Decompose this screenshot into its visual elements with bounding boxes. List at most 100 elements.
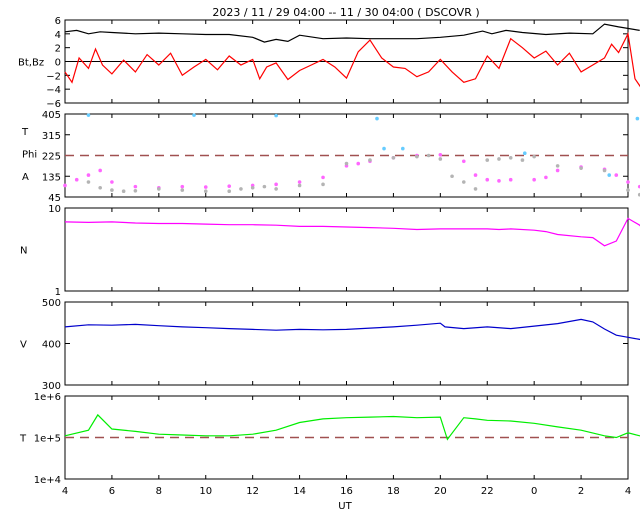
data-point-gray [274,187,278,191]
data-point-gray [426,153,431,158]
x-tick-label: 2 [578,486,584,497]
y-tick-label: 10 [48,204,61,215]
data-point-gray [321,182,325,187]
data-point-gray [157,187,161,191]
data-point-magenta [133,184,138,189]
x-tick-label: 4 [62,486,68,497]
data-point-gray [297,183,302,188]
panel-frame [64,301,629,386]
data-point-gray [438,157,443,161]
data-point-gray [368,158,372,162]
y-tick-label: −6 [46,99,61,110]
data-point-magenta [461,159,466,164]
data-point-magenta [555,168,560,173]
data-point-magenta [110,180,114,184]
chart-title: 2023 / 11 / 29 04:00 -- 11 / 30 04:00 ( … [212,6,479,19]
data-point-gray [473,187,478,191]
x-tick-label: 20 [434,486,447,497]
data-point-gray [262,184,267,189]
data-point-gray [133,188,138,193]
panel-frame [64,395,629,480]
data-point-magenta [86,173,91,177]
series-line-V [64,318,640,341]
x-tick-label: 16 [340,486,353,497]
data-point-gray [626,188,630,192]
x-tick-label: 22 [481,486,494,497]
data-point-gray [110,188,114,192]
x-tick-label: 0 [531,486,537,497]
data-point-magenta [63,183,67,188]
data-point-gray [579,166,583,170]
x-tick-label: 14 [293,486,306,497]
data-point-gray [602,168,607,173]
y-tick-label: −2 [46,71,61,82]
data-point-gray [532,154,536,159]
y-tick-label: 315 [42,131,61,142]
data-point-cyan [274,113,278,118]
data-point-magenta [473,173,478,177]
data-point-gray [250,185,255,190]
y-axis-label: Bt,Bz [18,58,44,69]
data-point-cyan [401,146,405,151]
data-point-magenta [356,161,361,166]
x-tick-label: 6 [109,486,115,497]
x-tick-label: 12 [246,486,259,497]
y-tick-label: 135 [42,172,61,183]
data-point-gray [497,157,501,161]
panel-frame [64,207,629,292]
y-tick-label: 2 [55,44,61,55]
x-tick-label: 18 [387,486,400,497]
series-line-N [64,217,640,247]
x-tick-label: 4 [625,486,631,497]
series-line-Bt [64,23,640,43]
y-tick-label: 45 [48,193,61,204]
y-tick-label: 6 [55,16,61,27]
y-tick-label: 1e+4 [34,475,61,486]
data-point-gray [461,180,466,184]
series-line-Bz [64,31,640,88]
data-point-gray [239,187,243,191]
data-point-magenta [497,179,501,183]
data-point-magenta [321,175,325,180]
data-point-magenta [544,175,548,180]
data-point-cyan [635,116,640,121]
y-tick-label: 0 [55,58,61,69]
data-point-magenta [227,184,232,188]
data-point-magenta [637,184,640,189]
data-point-gray [121,189,126,194]
y-axis-label: T [21,127,29,138]
data-point-magenta [74,177,79,182]
data-point-gray [450,174,454,179]
y-tick-label: 225 [42,152,61,163]
y-tick-label: 500 [42,298,61,309]
data-point-gray [555,164,560,168]
y-axis-label: T [19,434,27,445]
data-point-magenta [203,185,208,189]
data-point-cyan [86,113,91,117]
panel-speed: 500 400 300 V [20,298,640,392]
y-tick-label: 300 [42,381,61,392]
data-point-magenta [274,182,278,187]
data-point-gray [227,189,232,194]
data-point-magenta [508,177,513,182]
y-tick-label: 1 [55,287,61,298]
y-axis-label: A [22,172,29,183]
y-axis-label: N [20,246,27,257]
data-point-gray [485,158,490,162]
data-point-gray [391,156,396,160]
data-point-gray [86,180,91,184]
data-point-magenta [614,173,619,177]
data-point-gray [203,189,208,194]
y-axis-label: Phi [22,150,37,161]
panel-density: 10 1 N [20,204,640,298]
y-tick-label: 1e+6 [34,392,61,403]
series-line-T [64,413,640,441]
data-point-gray [344,161,349,166]
data-point-gray [415,154,419,159]
panel-temperature: 4 6 8 10 12 14 16 18 20 22 0 2 4 1e+6 1e+5 1e+4 T [19,392,640,497]
data-point-cyan [522,151,527,155]
panel-angles: 405 315 225 135 45 T Phi A [21,110,640,204]
data-point-magenta [532,177,536,182]
data-point-gray [180,188,185,192]
data-point-gray [520,158,525,162]
